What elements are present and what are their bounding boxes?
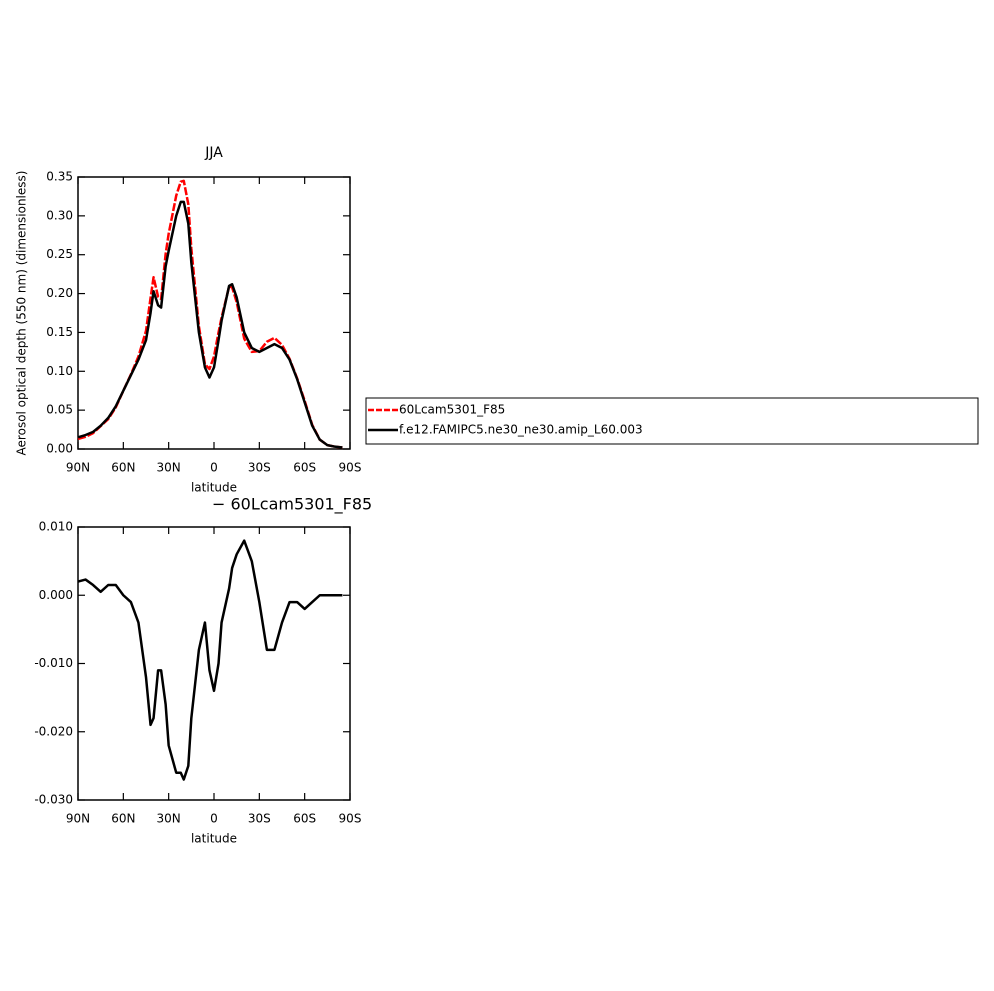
x-tick-label: 90S (339, 461, 362, 475)
x-tick-label: 30N (157, 461, 181, 475)
x-tick-label: 60S (293, 812, 316, 826)
y-axis-label: Aerosol optical depth (550 nm) (dimensio… (15, 171, 29, 456)
data-line (77, 179, 343, 449)
x-tick-label: 30S (248, 461, 271, 475)
x-tick-label: 0 (210, 812, 218, 826)
x-axis-label: latitude (191, 832, 237, 846)
plot-frame (77, 176, 351, 450)
legend-box (365, 397, 979, 445)
data-line (77, 200, 343, 449)
y-tick-label: -0.010 (34, 656, 73, 670)
x-tick-label: 90S (339, 812, 362, 826)
x-tick-label: 90N (66, 812, 90, 826)
y-tick-label: 0.010 (39, 520, 73, 534)
x-tick-label: 60N (111, 812, 135, 826)
y-tick-label: 0.20 (46, 286, 73, 300)
y-tick-label: -0.020 (34, 724, 73, 738)
x-tick-label: 60N (111, 461, 135, 475)
chart-title: − 60Lcam5301_F85 (212, 495, 372, 515)
data-line (77, 539, 343, 781)
chart-title: JJA (204, 145, 223, 161)
y-tick-label: 0.25 (46, 247, 73, 261)
y-tick-label: 0.05 (46, 403, 73, 417)
y-tick-label: -0.030 (34, 793, 73, 807)
legend-label: 60Lcam5301_F85 (399, 403, 505, 417)
x-tick-label: 30N (157, 812, 181, 826)
y-tick-label: 0.10 (46, 364, 73, 378)
x-tick-label: 60S (293, 461, 316, 475)
y-tick-label: 0.00 (46, 442, 73, 456)
x-tick-label: 30S (248, 812, 271, 826)
x-axis-label: latitude (191, 481, 237, 495)
y-tick-label: 0.15 (46, 325, 73, 339)
x-tick-label: 90N (66, 461, 90, 475)
legend-label: f.e12.FAMIPC5.ne30_ne30.amip_L60.003 (399, 423, 643, 437)
plot-frame (77, 526, 351, 801)
y-tick-label: 0.30 (46, 208, 73, 222)
y-tick-label: 0.000 (39, 588, 73, 602)
y-tick-label: 0.35 (46, 170, 73, 184)
x-tick-label: 0 (210, 461, 218, 475)
